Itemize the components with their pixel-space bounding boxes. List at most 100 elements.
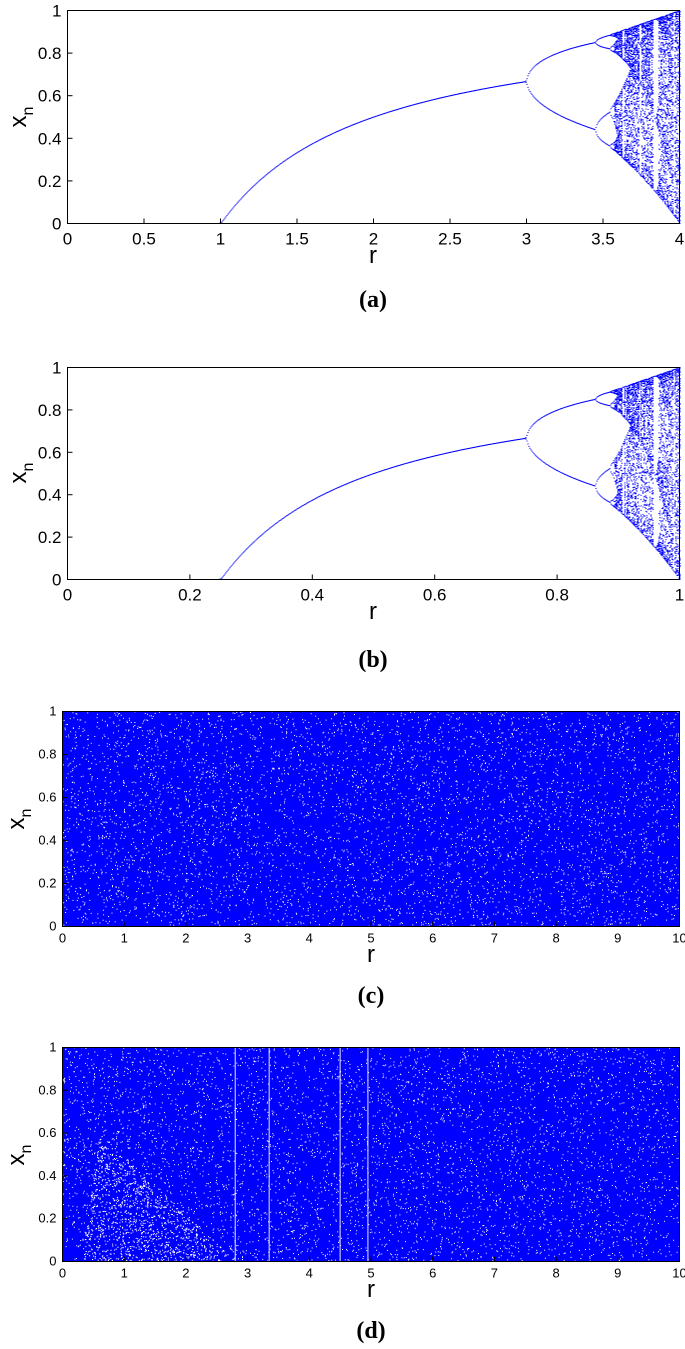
panel-a-y-tick-label: 0.4 [38,129,62,148]
panel-d-x-tick-label: 6 [429,1266,436,1281]
panel-a-x-tick-label: 0 [63,230,72,249]
panel-b-x-tick-label: 0.4 [300,586,324,605]
panel-d-x-tick-label: 2 [182,1266,189,1281]
panel-c-chaotic-points-speckles [62,711,681,927]
panel-b-ylabel-sub: n [20,463,37,472]
panel-d-chaotic-points [62,1047,680,1262]
panel-c-xlabel: r [367,941,375,968]
panel-c-x-tick-label: 10 [672,931,685,946]
panel-a-ylabel: xn [5,107,37,128]
panel-a-x-tick-label: 1.5 [285,230,309,249]
panel-b-y-tick-label: 0.6 [38,443,62,462]
panel-c-x-tick-label: 9 [614,931,621,946]
panel-a-y-tick-label: 0.8 [38,44,62,63]
panel-a-x-tick-label: 3.5 [591,230,615,249]
panel-d-y-tick-label: 0 [49,1254,56,1269]
panel-a-x-tick-label: 2 [369,230,378,249]
panel-b-ylabel: xn [5,463,37,484]
panel-a-ylabel-main: x [5,115,32,127]
panel-a-x-tick-label: 2.5 [438,230,462,249]
panel-c-x-tick-label: 8 [552,931,559,946]
panel-a-ylabel-sub: n [20,107,37,116]
panel-d-y-tick-label: 1 [49,1040,56,1055]
panel-d-y-tick-label: 0.2 [38,1211,56,1226]
panel-d-ylabel-sub: n [18,1145,35,1154]
panel-d-plot-area [62,1047,681,1262]
panel-b-xlabel: r [369,598,377,625]
panel-b-x-tick-label: 0.2 [178,586,202,605]
panel-b-y-tick-label: 0.2 [38,528,62,547]
panel-c-x-tick-label: 5 [367,931,374,946]
panel-b-axes-frame [67,367,680,580]
panel-a-x-ticks: 0 0.5 1 1.5 2 2.5 3 3.5 4 [63,218,684,249]
panel-d-x-tick-label: 0 [59,1266,66,1281]
panel-a-x-tick-label: 0.5 [132,230,156,249]
panel-d-y-tick-label: 0.4 [38,1168,56,1183]
panel-d-x-tick-label: 8 [552,1266,559,1281]
panel-d-y-tick-label: 0.6 [38,1125,56,1140]
panel-a-plot-area [67,10,681,225]
panel-a-caption: (a) [359,287,387,313]
panel-c-x-tick-label: 2 [182,931,189,946]
panel-a-x-tick-label: 3 [522,230,531,249]
panel-a-bifurcation-points [67,10,681,225]
panel-c-y-tick-label: 0.2 [38,876,56,891]
panel-c-x-tick-label: 4 [306,931,313,946]
panel-c-ylabel-main: x [3,817,30,829]
panel-d-x-tick-label: 10 [672,1266,685,1281]
panel-d-x-tick-label: 9 [614,1266,621,1281]
panel-a-x-tick-label: 4 [675,230,684,249]
panel-c: 0 1 2 3 4 5 6 7 8 9 10 0 0.2 0.4 0.6 0.8 1 r xn (c) [3,704,685,1010]
panel-a-y-tick-label: 1 [52,2,61,21]
panel-c-y-tick-label: 1 [49,704,56,719]
panel-b-x-tick-label: 0.6 [423,586,447,605]
panel-d-x-tick-label: 5 [367,1266,374,1281]
svg-text:xn: xn [3,809,35,830]
panel-c-x-ticks: 0 1 2 3 4 5 6 7 8 9 10 [59,921,685,946]
panel-a-x-tick-label: 1 [216,230,225,249]
panel-b-plot-area [67,367,681,581]
panel-c-plot-area [62,711,681,927]
panel-b-x-tick-label: 1 [675,586,684,605]
panel-a: 0 0.5 1 1.5 2 2.5 3 3.5 4 0 0.2 0.4 0.6 0.8 1 r xn (a… [5,2,684,314]
panel-c-y-tick-label: 0.4 [38,833,56,848]
panel-d-chaotic-points-speckles [62,1047,681,1262]
panel-d-x-tick-label: 7 [491,1266,498,1281]
panel-c-y-tick-label: 0.6 [38,790,56,805]
svg-text:xn: xn [5,107,37,128]
panel-d-x-tick-label: 3 [244,1266,251,1281]
panel-d-x-tick-label: 4 [306,1266,313,1281]
panel-d-ylabel: xn [3,1145,35,1166]
panel-b-x-tick-label: 0.8 [545,586,569,605]
panel-b-bifurcation-points [67,367,681,581]
panel-c-y-ticks: 0 0.2 0.4 0.6 0.8 1 [38,704,68,934]
panel-b-caption: (b) [358,647,387,673]
panel-b-ylabel-main: x [5,471,32,483]
panel-d-xlabel: r [367,1276,375,1303]
panel-b-y-ticks: 0 0.2 0.4 0.6 0.8 1 [38,359,73,590]
panel-d-ylabel-main: x [3,1153,30,1165]
panel-c-x-tick-label: 0 [59,931,66,946]
panel-a-xlabel: r [369,242,377,269]
panel-c-x-tick-label: 7 [491,931,498,946]
panel-a-y-tick-label: 0 [52,215,61,234]
panel-a-y-tick-label: 0.6 [38,87,62,106]
svg-text:xn: xn [5,463,37,484]
panel-d-caption: (d) [356,1318,385,1344]
panel-a-y-ticks: 0 0.2 0.4 0.6 0.8 1 [38,2,73,234]
panel-d-x-tick-label: 1 [121,1266,128,1281]
panel-b-y-tick-label: 0 [52,571,61,590]
panel-d: 0 1 2 3 4 5 6 7 8 9 10 0 0.2 0.4 0.6 0.8 1 r xn (d) [3,1040,685,1345]
panel-c-x-tick-label: 1 [121,931,128,946]
panel-b-x-ticks: 0 0.2 0.4 0.6 0.8 1 [63,574,684,605]
panel-b-y-tick-label: 1 [52,359,61,378]
panel-b-y-tick-label: 0.8 [38,401,62,420]
panel-b-x-tick-label: 0 [63,586,72,605]
panel-b-y-tick-label: 0.4 [38,486,62,505]
panel-c-ylabel-sub: n [18,809,35,818]
panel-c-caption: (c) [358,983,385,1009]
panel-c-ylabel: xn [3,809,35,830]
svg-text:xn: xn [3,1145,35,1166]
panel-c-y-tick-label: 0.8 [38,747,56,762]
